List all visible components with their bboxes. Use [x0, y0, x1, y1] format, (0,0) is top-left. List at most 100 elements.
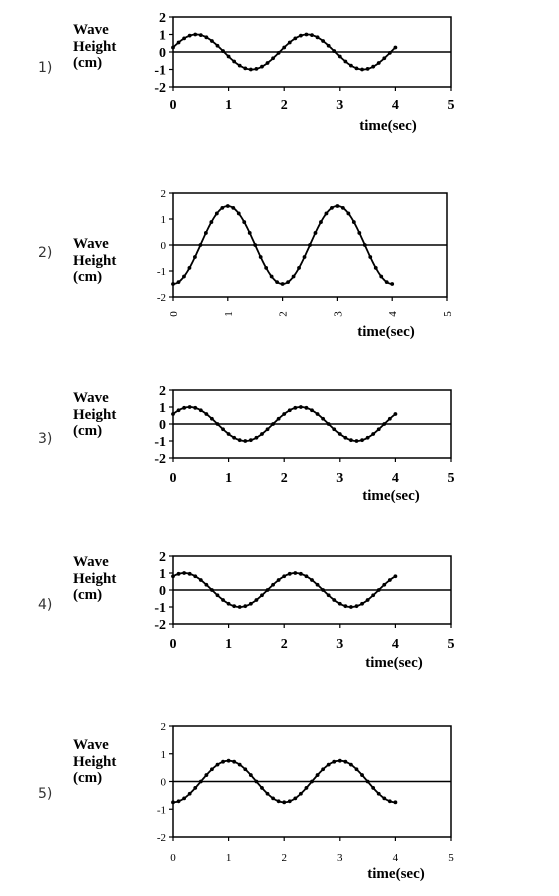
- data-point: [198, 578, 203, 582]
- data-point: [242, 220, 247, 224]
- data-point: [187, 405, 192, 409]
- data-point: [271, 422, 275, 426]
- question-number: 1): [38, 60, 53, 76]
- x-tick-label: 1: [226, 852, 232, 864]
- data-point: [330, 206, 334, 210]
- data-point: [254, 598, 259, 602]
- data-point: [187, 571, 192, 576]
- data-point: [232, 604, 237, 609]
- data-point: [221, 49, 225, 53]
- x-axis-label: time(sec): [367, 866, 424, 882]
- question-number: 2): [38, 245, 53, 261]
- data-point: [371, 786, 376, 790]
- y-axis-label-line: Height: [73, 38, 117, 55]
- data-point: [337, 758, 342, 763]
- x-tick-label: 4: [393, 852, 399, 864]
- y-axis-label-line: Height: [73, 406, 117, 423]
- x-tick-label: 5: [448, 637, 455, 652]
- data-point: [260, 593, 264, 598]
- y-tick-label: 2: [161, 721, 167, 733]
- y-axis-label-line: Wave: [73, 554, 109, 570]
- data-point: [221, 598, 225, 602]
- data-point: [319, 220, 323, 224]
- y-tick-label: 1: [159, 567, 166, 582]
- data-point: [237, 63, 242, 68]
- data-point: [384, 280, 389, 284]
- data-point: [187, 266, 192, 270]
- data-point: [298, 571, 303, 576]
- data-point: [376, 588, 381, 592]
- data-point: [210, 39, 214, 43]
- data-point: [379, 274, 384, 279]
- data-point: [365, 435, 370, 440]
- data-point: [215, 762, 220, 767]
- data-point: [271, 796, 275, 801]
- data-point: [376, 427, 381, 432]
- data-point: [371, 593, 376, 598]
- data-point: [176, 40, 181, 45]
- data-point: [231, 206, 236, 210]
- data-point: [354, 767, 359, 772]
- data-point: [354, 66, 359, 71]
- y-tick-label: -2: [154, 81, 166, 96]
- data-point: [343, 59, 348, 64]
- data-point: [198, 408, 203, 413]
- data-point: [187, 791, 192, 796]
- data-point: [360, 438, 364, 443]
- y-axis-label-line: Height: [73, 753, 117, 770]
- x-tick-label: 3: [337, 852, 343, 864]
- data-point: [282, 574, 287, 579]
- x-tick-label: 3: [336, 98, 343, 113]
- x-tick-label: 5: [442, 311, 454, 317]
- data-point: [282, 800, 287, 805]
- data-point: [357, 231, 362, 235]
- data-point: [393, 45, 398, 50]
- y-tick-label: 2: [159, 550, 166, 565]
- data-point: [332, 759, 337, 764]
- data-point: [382, 422, 387, 426]
- data-point: [393, 800, 398, 805]
- data-point: [226, 601, 231, 606]
- y-axis-label-line: (cm): [73, 423, 103, 439]
- data-point: [326, 762, 331, 767]
- data-point: [248, 67, 253, 72]
- data-point: [304, 786, 309, 790]
- data-point: [382, 56, 387, 61]
- data-point: [354, 604, 359, 609]
- data-point: [351, 220, 356, 224]
- data-point: [321, 416, 326, 421]
- y-tick-label: 1: [159, 29, 166, 44]
- y-axis-label-line: Height: [73, 570, 117, 587]
- data-point: [193, 786, 198, 790]
- data-point: [332, 598, 337, 602]
- y-tick-label: 1: [161, 214, 167, 226]
- data-point: [176, 571, 181, 576]
- data-point: [248, 438, 253, 443]
- data-point: [287, 799, 292, 804]
- data-point: [232, 435, 237, 440]
- y-tick-label: -2: [157, 292, 166, 304]
- data-point: [198, 243, 203, 247]
- y-axis-label-line: Wave: [73, 737, 109, 753]
- question-number: 5): [38, 786, 53, 802]
- data-point: [321, 39, 326, 43]
- data-point: [315, 773, 320, 777]
- data-point: [171, 282, 175, 286]
- data-point: [302, 255, 307, 259]
- data-point: [387, 416, 392, 421]
- data-point: [365, 67, 370, 71]
- data-point: [237, 605, 242, 609]
- x-tick-label: 2: [281, 852, 287, 864]
- data-point: [382, 796, 387, 801]
- y-axis-label: Wave Height (cm): [73, 737, 116, 787]
- data-point: [176, 280, 181, 284]
- data-point: [315, 412, 320, 416]
- data-point: [171, 412, 175, 416]
- data-point: [373, 266, 378, 270]
- data-point: [343, 604, 348, 609]
- data-point: [260, 786, 264, 790]
- data-point: [326, 593, 331, 598]
- data-point: [343, 759, 348, 764]
- data-point: [282, 45, 287, 50]
- data-point: [332, 427, 337, 432]
